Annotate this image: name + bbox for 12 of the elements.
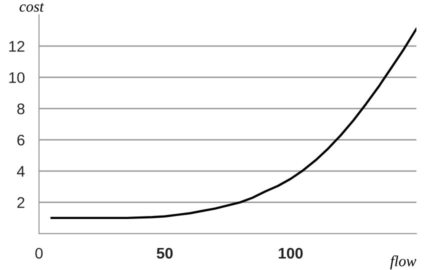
- y-tick-label: 8: [17, 103, 24, 114]
- line-series: [50, 28, 416, 220]
- y-tick-label: 4: [16, 166, 25, 177]
- y-tick-label: 6: [17, 134, 24, 146]
- y-tick-label: 12: [9, 40, 24, 52]
- y-tick-label: 2: [17, 197, 24, 208]
- y-tick-label: 10: [9, 72, 25, 84]
- x-axis-title: flow: [390, 255, 416, 270]
- x-tick-label: 0: [35, 248, 43, 259]
- x-tick-label: 50: [156, 248, 173, 259]
- x-tick-label: 100: [278, 248, 303, 259]
- y-axis-title: cost: [20, 2, 44, 12]
